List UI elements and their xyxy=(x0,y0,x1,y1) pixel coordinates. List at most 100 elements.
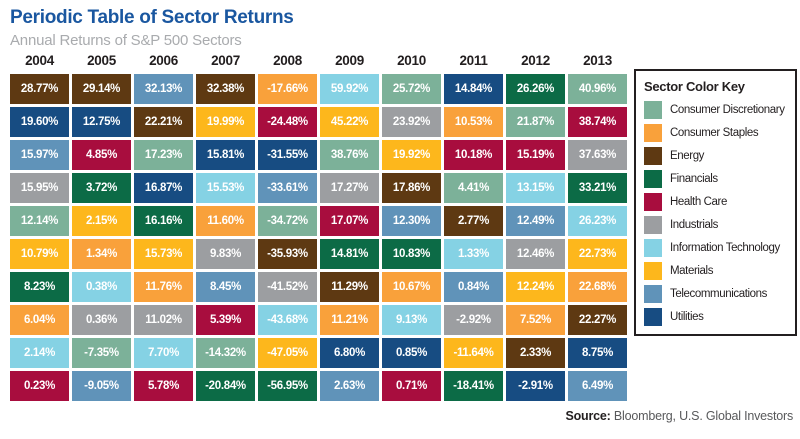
return-cell: 4.41% xyxy=(444,173,503,203)
return-cell: 17.23% xyxy=(134,140,193,170)
year-column-2006: 2006 32.13% 22.21% 17.23% 16.87% 16.16% 15.73%… xyxy=(134,50,193,401)
return-cell: -56.95% xyxy=(258,371,317,401)
legend-swatch xyxy=(644,124,662,142)
return-cell: 0.85% xyxy=(382,338,441,368)
legend-title: Sector Color Key xyxy=(644,79,745,94)
return-cell: 15.53% xyxy=(196,173,255,203)
year-header: 2013 xyxy=(583,53,612,68)
return-cell: 0.84% xyxy=(444,272,503,302)
legend-item: Consumer Discretionary xyxy=(644,101,790,119)
return-cell: 7.52% xyxy=(506,305,565,335)
legend-label: Consumer Staples xyxy=(670,127,759,139)
source-line: Source: Bloomberg, U.S. Global Investors xyxy=(565,409,793,423)
return-cell: 59.92% xyxy=(320,74,379,104)
return-cell: 32.38% xyxy=(196,74,255,104)
year-column-2012: 2012 26.26% 21.87% 15.19% 13.15% 12.49% 12.46%… xyxy=(506,50,565,401)
legend-label: Materials xyxy=(670,265,714,277)
return-cell: -18.41% xyxy=(444,371,503,401)
return-cell: 26.23% xyxy=(568,206,627,236)
return-cell: 17.27% xyxy=(320,173,379,203)
return-cell: 12.75% xyxy=(72,107,131,137)
return-cell: 15.19% xyxy=(506,140,565,170)
return-cell: 40.96% xyxy=(568,74,627,104)
return-cell: -14.32% xyxy=(196,338,255,368)
return-cell: 11.76% xyxy=(134,272,193,302)
return-cell: 0.71% xyxy=(382,371,441,401)
legend-label: Information Technology xyxy=(670,242,780,254)
legend-item: Materials xyxy=(644,262,790,280)
return-cell: 2.77% xyxy=(444,206,503,236)
year-column-2005: 2005 29.14% 12.75% 4.85% 3.72% 2.15% 1.34% 0.38… xyxy=(72,50,131,401)
return-cell: 26.26% xyxy=(506,74,565,104)
return-cell: 2.63% xyxy=(320,371,379,401)
return-cell: 16.87% xyxy=(134,173,193,203)
return-cell: 11.60% xyxy=(196,206,255,236)
return-cell: 12.30% xyxy=(382,206,441,236)
return-cell: 11.02% xyxy=(134,305,193,335)
legend-items: Consumer Discretionary Consumer Staples En… xyxy=(644,101,790,326)
legend-label: Consumer Discretionary xyxy=(670,104,785,116)
page-title: Periodic Table of Sector Returns xyxy=(10,7,294,28)
return-cell: 37.63% xyxy=(568,140,627,170)
return-cell: 23.92% xyxy=(382,107,441,137)
legend-label: Utilities xyxy=(670,311,704,323)
return-cell: 10.18% xyxy=(444,140,503,170)
return-cell: 32.13% xyxy=(134,74,193,104)
year-header: 2008 xyxy=(273,53,302,68)
legend-item: Health Care xyxy=(644,193,790,211)
return-cell: 5.39% xyxy=(196,305,255,335)
return-cell: 25.72% xyxy=(382,74,441,104)
legend-swatch xyxy=(644,216,662,234)
year-header: 2009 xyxy=(335,53,364,68)
year-header: 2004 xyxy=(25,53,54,68)
return-cell: 3.72% xyxy=(72,173,131,203)
return-cell: 19.92% xyxy=(382,140,441,170)
return-cell: -43.68% xyxy=(258,305,317,335)
return-cell: 22.68% xyxy=(568,272,627,302)
return-cell: -7.35% xyxy=(72,338,131,368)
legend-item: Utilities xyxy=(644,308,790,326)
return-cell: -2.92% xyxy=(444,305,503,335)
return-cell: 6.80% xyxy=(320,338,379,368)
return-cell: -47.05% xyxy=(258,338,317,368)
return-cell: 10.53% xyxy=(444,107,503,137)
return-cell: 12.24% xyxy=(506,272,565,302)
return-cell: 2.15% xyxy=(72,206,131,236)
return-cell: 17.07% xyxy=(320,206,379,236)
return-cell: 22.27% xyxy=(568,305,627,335)
return-cell: 9.13% xyxy=(382,305,441,335)
legend-item: Energy xyxy=(644,147,790,165)
return-cell: 28.77% xyxy=(10,74,69,104)
year-column-2009: 2009 59.92% 45.22% 38.76% 17.27% 17.07% 14.81%… xyxy=(320,50,379,401)
legend-swatch xyxy=(644,308,662,326)
return-cell: -41.52% xyxy=(258,272,317,302)
return-cell: 10.83% xyxy=(382,239,441,269)
legend-swatch xyxy=(644,285,662,303)
return-cell: 19.99% xyxy=(196,107,255,137)
legend-label: Health Care xyxy=(670,196,727,208)
return-cell: 0.36% xyxy=(72,305,131,335)
return-cell: -33.61% xyxy=(258,173,317,203)
legend-swatch xyxy=(644,239,662,257)
return-cell: 13.15% xyxy=(506,173,565,203)
page-header: Periodic Table of Sector Returns Annual … xyxy=(10,7,294,49)
return-cell: 19.60% xyxy=(10,107,69,137)
year-header: 2006 xyxy=(149,53,178,68)
legend-item: Industrials xyxy=(644,216,790,234)
legend-item: Consumer Staples xyxy=(644,124,790,142)
return-cell: 5.78% xyxy=(134,371,193,401)
legend-item: Telecommunications xyxy=(644,285,790,303)
legend-swatch xyxy=(644,262,662,280)
return-cell: 17.86% xyxy=(382,173,441,203)
legend-item: Financials xyxy=(644,170,790,188)
return-cell: 0.38% xyxy=(72,272,131,302)
return-cell: -31.55% xyxy=(258,140,317,170)
year-column-2010: 2010 25.72% 23.92% 19.92% 17.86% 12.30% 10.83%… xyxy=(382,50,441,401)
return-cell: 38.74% xyxy=(568,107,627,137)
return-cell: 38.76% xyxy=(320,140,379,170)
return-cell: 8.45% xyxy=(196,272,255,302)
year-column-2004: 2004 28.77% 19.60% 15.97% 15.95% 12.14% 10.79%… xyxy=(10,50,69,401)
return-cell: 16.16% xyxy=(134,206,193,236)
year-column-2008: 2008 -17.66% -24.48% -31.55% -33.61% -34.72% -… xyxy=(258,50,317,401)
return-cell: 33.21% xyxy=(568,173,627,203)
